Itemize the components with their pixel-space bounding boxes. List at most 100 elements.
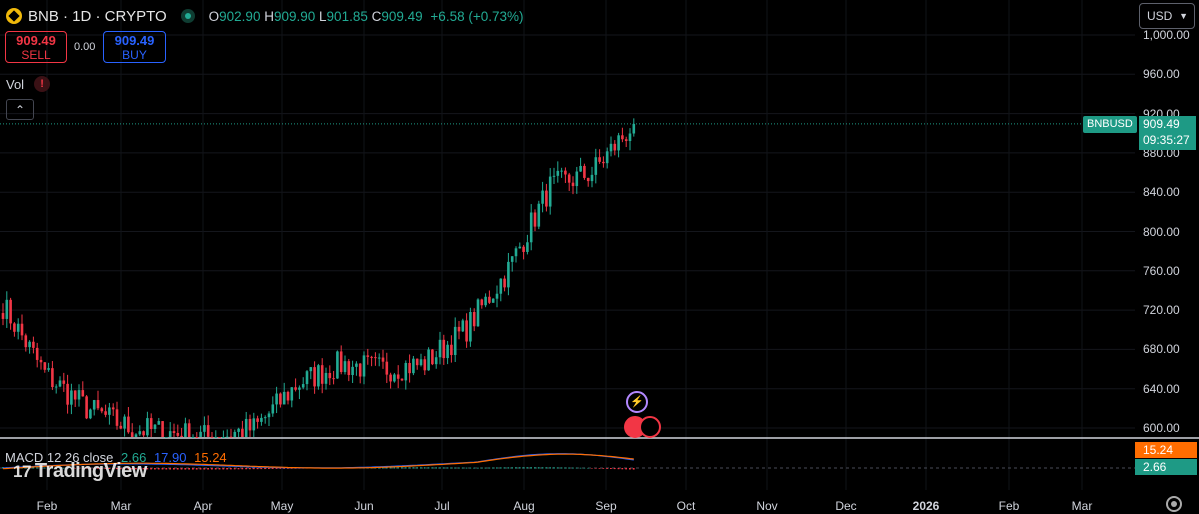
candle-body xyxy=(313,367,316,387)
candle-body xyxy=(613,143,617,151)
candle-body xyxy=(575,171,579,187)
macd-legend[interactable]: MACD 12 26 close 2.66 17.90 15.24 xyxy=(5,450,227,465)
macd-histogram-bar xyxy=(458,467,460,469)
macd-histogram-bar xyxy=(28,467,31,469)
candle-body xyxy=(339,351,343,373)
macd-histogram-bar xyxy=(218,468,221,470)
currency-select[interactable]: USD ▼ xyxy=(1139,3,1195,29)
macd-histogram-bar xyxy=(66,467,69,469)
candle-body xyxy=(396,374,400,379)
candle-body xyxy=(305,371,309,385)
chevron-down-icon: ▼ xyxy=(1179,11,1188,21)
event-marker-icon[interactable] xyxy=(639,416,661,438)
macd-histogram-bar xyxy=(78,468,80,469)
time-tick-label: Jun xyxy=(354,499,374,513)
lightning-icon[interactable]: ⚡ xyxy=(626,391,648,413)
candle-body xyxy=(491,298,495,303)
price-tick-label: 800.00 xyxy=(1143,224,1180,239)
macd-histogram-bar xyxy=(230,468,232,470)
candle-body xyxy=(77,390,81,400)
time-tick-label: Oct xyxy=(676,499,696,513)
macd-histogram-bar xyxy=(176,468,179,470)
macd-histogram-bar xyxy=(473,467,475,469)
time-tick-label: Apr xyxy=(193,499,213,513)
candle-body xyxy=(526,242,529,252)
macd-histogram-bar xyxy=(431,467,434,469)
candlestick-series xyxy=(1,118,636,438)
candle-body xyxy=(267,413,271,418)
collapse-legend-button[interactable]: ⌃ xyxy=(6,99,34,120)
candle-body xyxy=(9,299,12,324)
volume-indicator-label[interactable]: Vol ! xyxy=(6,76,51,92)
candle-body xyxy=(43,362,47,370)
candle-body xyxy=(142,431,145,436)
candle-body xyxy=(385,361,389,375)
candle-body xyxy=(628,133,632,142)
bar-countdown: 09:35:27 xyxy=(1143,133,1190,147)
settings-gear-icon[interactable] xyxy=(1166,496,1182,512)
candle-body xyxy=(427,349,430,371)
symbol-title[interactable]: BNB · 1D · CRYPTO xyxy=(28,7,167,25)
candle-body xyxy=(157,421,161,425)
candle-body xyxy=(605,151,609,164)
candle-body xyxy=(187,423,191,437)
macd-histogram-bar xyxy=(241,468,244,470)
macd-histogram-bar xyxy=(47,467,50,469)
macd-histogram-bar xyxy=(412,467,415,469)
macd-histogram-bar xyxy=(480,467,483,469)
candle-body xyxy=(571,182,575,187)
macd-histogram-bar xyxy=(249,468,251,470)
macd-histogram-bar xyxy=(602,468,605,469)
macd-histogram-bar xyxy=(553,467,555,469)
candle-body xyxy=(70,390,73,405)
macd-histogram-bar xyxy=(146,468,149,470)
spread-value: 0.00 xyxy=(74,41,96,53)
macd-histogram-bar xyxy=(397,467,399,469)
macd-histogram-bar xyxy=(579,467,582,469)
candle-body xyxy=(336,351,339,379)
candle-body xyxy=(146,418,149,436)
macd-histogram-bar xyxy=(55,467,57,469)
candle-body xyxy=(225,436,229,438)
market-status-icon[interactable] xyxy=(180,9,195,23)
candle-body xyxy=(54,386,58,388)
macd-signal-tag: 15.24 xyxy=(1135,442,1197,458)
candle-body xyxy=(244,418,248,437)
macd-histogram-bar xyxy=(469,467,472,469)
price-tick-label: 600.00 xyxy=(1143,421,1180,435)
macd-histogram-bar xyxy=(572,467,574,469)
candle-body xyxy=(499,278,503,294)
macd-histogram-tag: 2.66 xyxy=(1135,459,1197,475)
warning-icon[interactable]: ! xyxy=(34,76,51,92)
candle-body xyxy=(556,170,560,176)
macd-histogram-bar xyxy=(382,467,384,469)
candle-body xyxy=(35,347,39,360)
candle-body xyxy=(377,357,381,359)
sell-button[interactable]: 909.49 SELL xyxy=(5,31,67,63)
macd-histogram-bar xyxy=(507,467,510,469)
macd-histogram-bar xyxy=(70,467,73,469)
macd-histogram-bar xyxy=(51,467,54,469)
candle-body xyxy=(317,365,320,387)
macd-histogram-bar xyxy=(617,468,620,470)
candle-body xyxy=(320,365,324,384)
macd-histogram-bar xyxy=(142,468,145,470)
candle-body xyxy=(400,378,404,381)
candle-body xyxy=(480,299,484,306)
symbol-header: BNB · 1D · CRYPTO O902.90 H909.90 L901.8… xyxy=(6,5,524,27)
candle-body xyxy=(195,437,199,438)
macd-histogram-bar xyxy=(587,467,589,469)
candle-body xyxy=(165,437,168,438)
candle-body xyxy=(256,418,259,422)
candle-body xyxy=(1,313,5,319)
time-tick-label: Feb xyxy=(998,499,1020,513)
price-tick-label: 1,000.00 xyxy=(1143,28,1190,42)
candle-body xyxy=(218,437,221,438)
candle-body xyxy=(275,393,278,405)
candle-body xyxy=(149,418,153,429)
buy-button[interactable]: 909.49 BUY xyxy=(103,31,166,63)
candle-body xyxy=(522,246,525,252)
candle-body xyxy=(123,416,126,429)
candle-body xyxy=(529,212,533,243)
